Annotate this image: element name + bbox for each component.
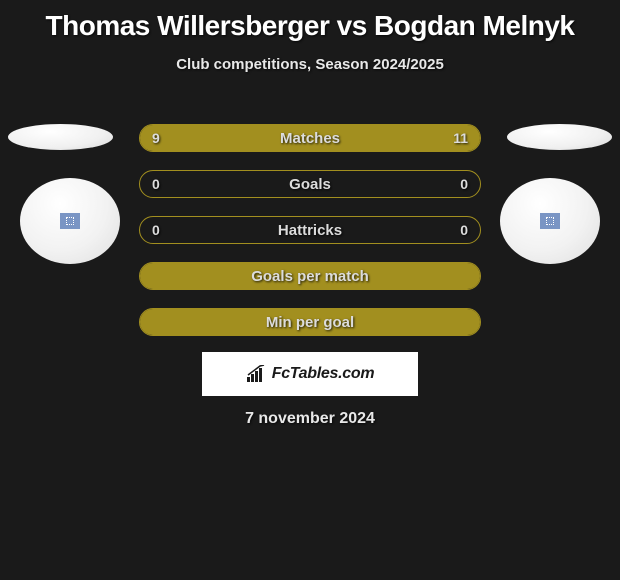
stat-row-mpg: Min per goal bbox=[139, 308, 481, 336]
stat-right-value: 11 bbox=[453, 130, 468, 146]
bar-fill-left bbox=[140, 125, 293, 151]
stat-row-matches: 9 Matches 11 bbox=[139, 124, 481, 152]
stat-right-value: 0 bbox=[460, 176, 468, 192]
stat-left-value: 9 bbox=[152, 130, 160, 146]
watermark: FcTables.com bbox=[202, 352, 418, 396]
placeholder-icon bbox=[60, 213, 80, 229]
date-text: 7 november 2024 bbox=[0, 410, 620, 428]
stat-label: Goals bbox=[289, 176, 331, 193]
stat-row-hattricks: 0 Hattricks 0 bbox=[139, 216, 481, 244]
player-right-badge bbox=[500, 178, 600, 264]
stat-row-goals: 0 Goals 0 bbox=[139, 170, 481, 198]
stat-label: Hattricks bbox=[278, 222, 342, 239]
stats-list: 9 Matches 11 0 Goals 0 0 Hattricks 0 Goa… bbox=[139, 124, 481, 354]
stat-left-value: 0 bbox=[152, 176, 160, 192]
chart-icon bbox=[246, 365, 268, 383]
subtitle: Club competitions, Season 2024/2025 bbox=[0, 56, 620, 73]
placeholder-icon bbox=[540, 213, 560, 229]
stat-label: Matches bbox=[280, 130, 340, 147]
page-title: Thomas Willersberger vs Bogdan Melnyk bbox=[0, 0, 620, 42]
stat-right-value: 0 bbox=[460, 222, 468, 238]
stat-label: Min per goal bbox=[266, 314, 354, 331]
stats-card: Thomas Willersberger vs Bogdan Melnyk Cl… bbox=[0, 0, 620, 580]
watermark-text: FcTables.com bbox=[272, 365, 375, 383]
stat-label: Goals per match bbox=[251, 268, 369, 285]
stat-row-gpm: Goals per match bbox=[139, 262, 481, 290]
player-left-ellipse bbox=[8, 124, 113, 150]
stat-left-value: 0 bbox=[152, 222, 160, 238]
player-left-badge bbox=[20, 178, 120, 264]
player-right-ellipse bbox=[507, 124, 612, 150]
